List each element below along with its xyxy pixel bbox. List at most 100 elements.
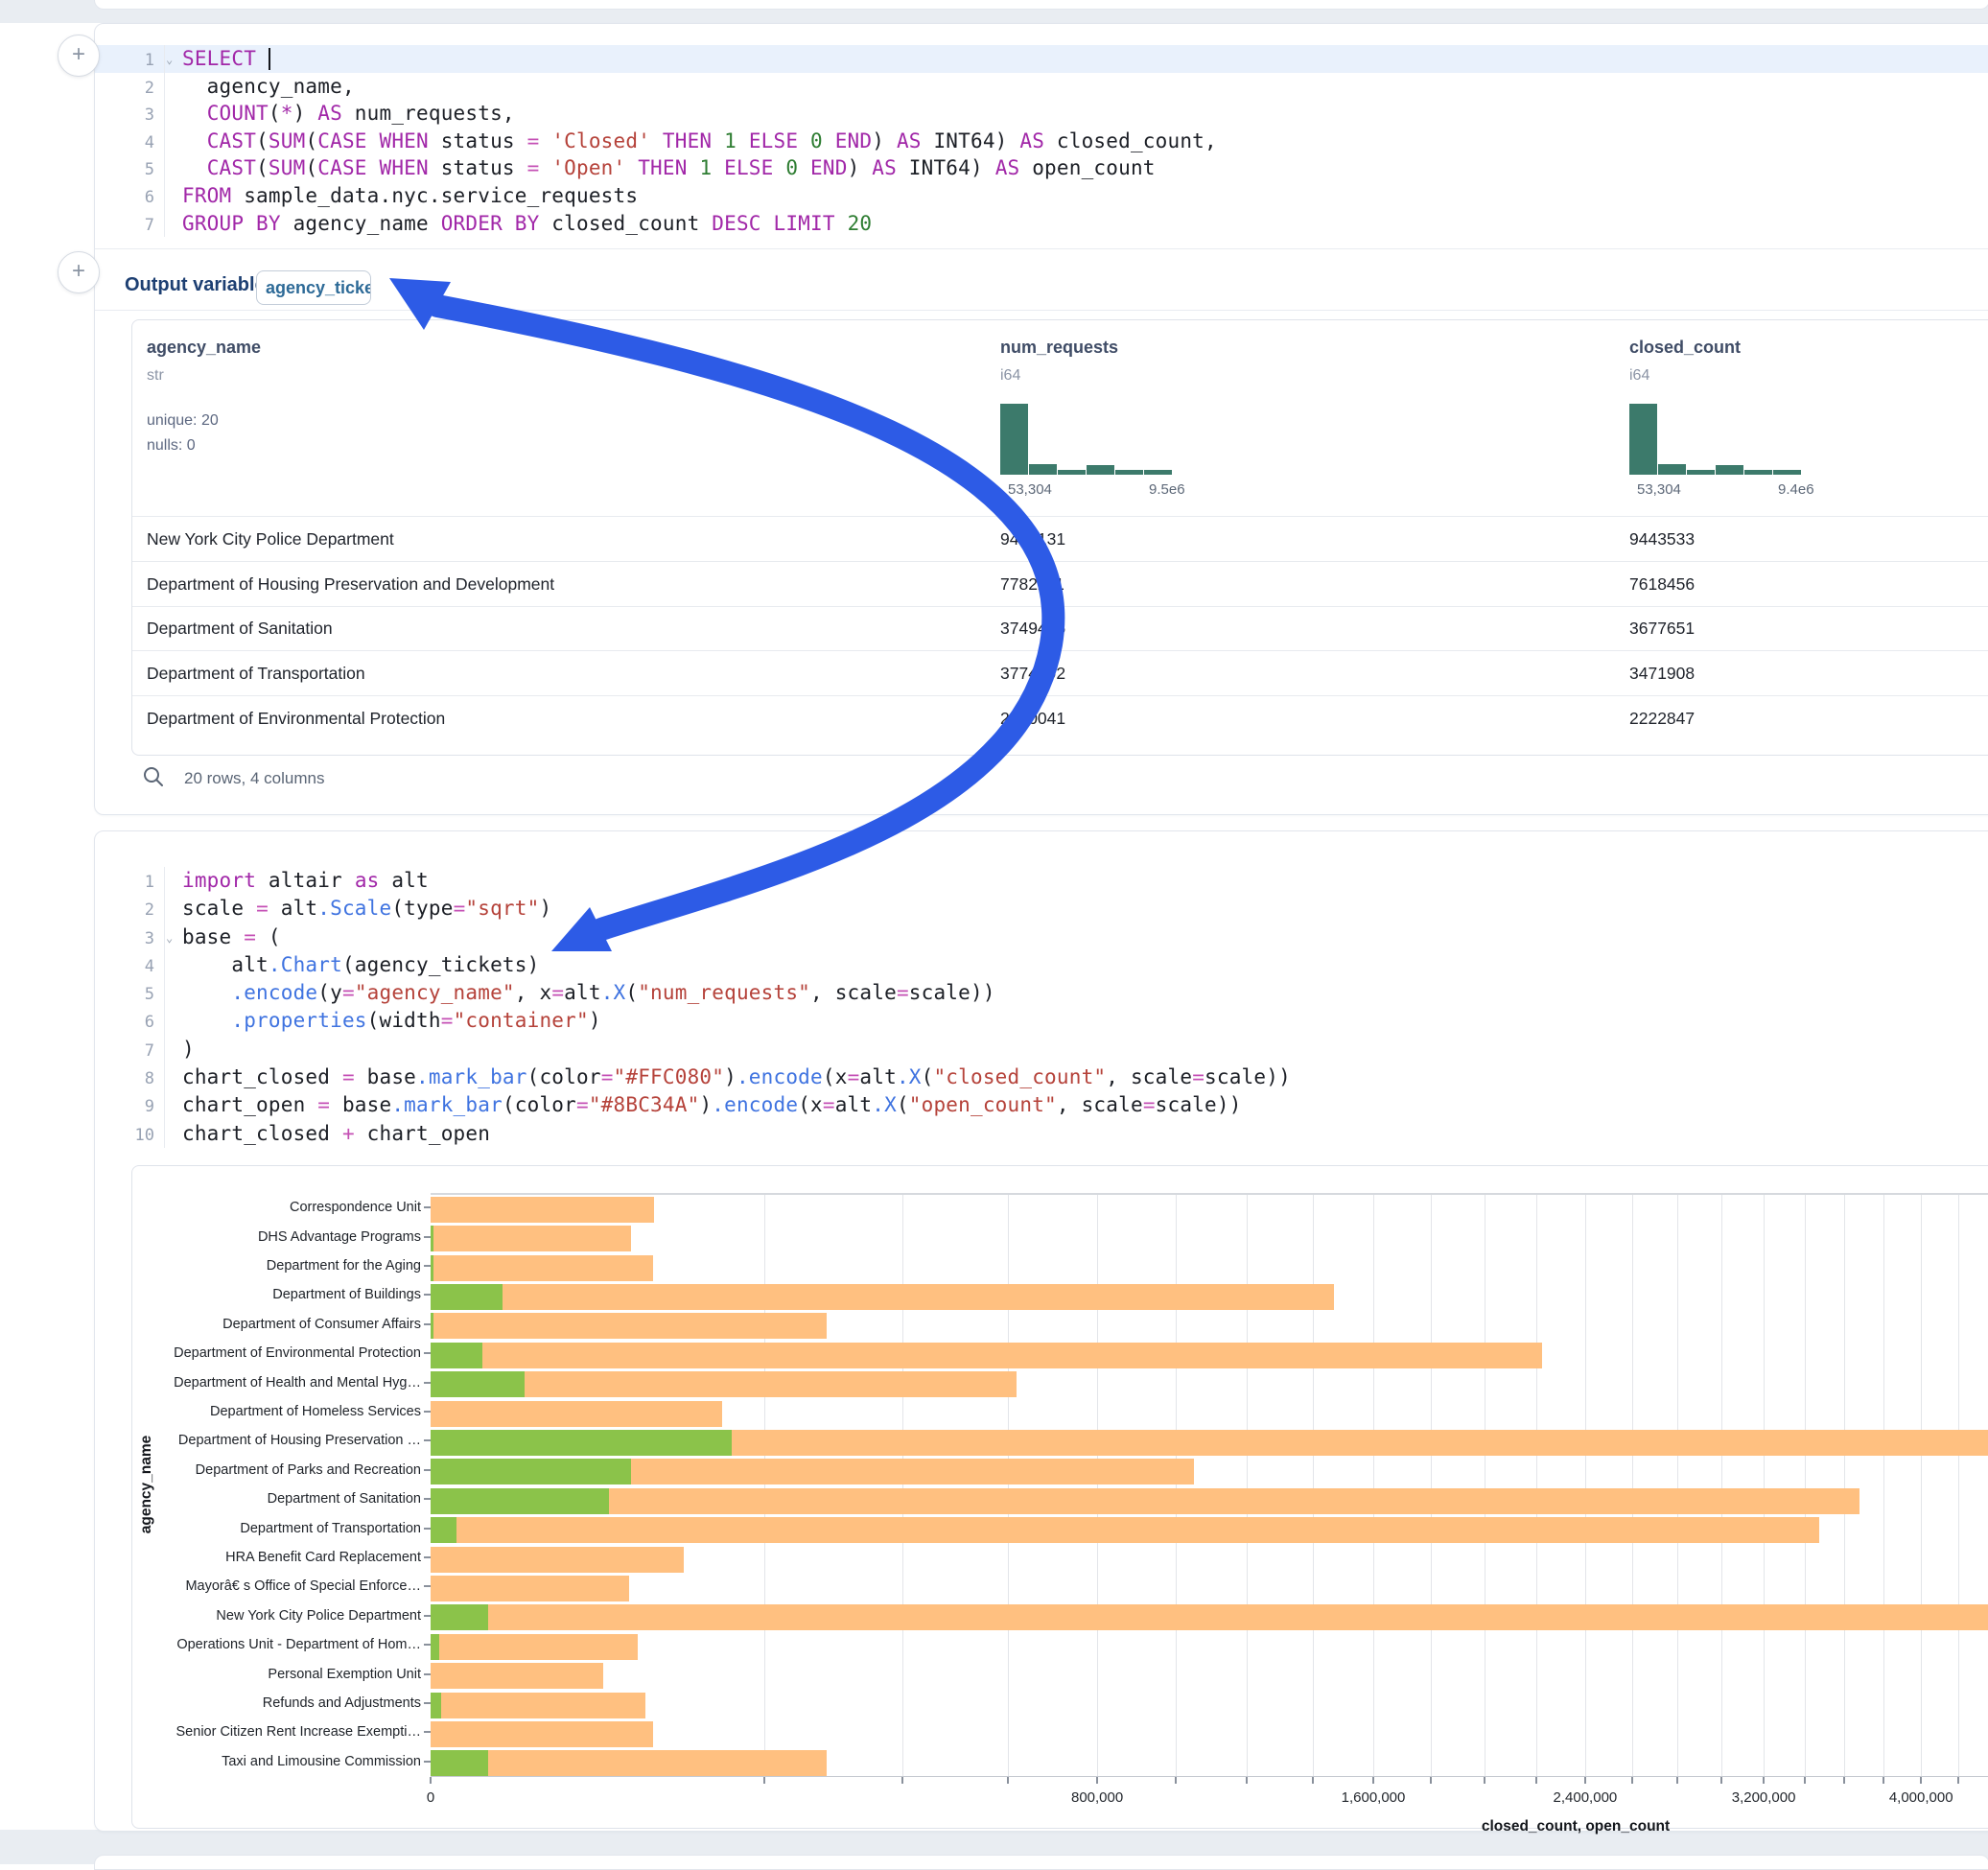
bar-closed_count <box>431 1575 630 1601</box>
code-line[interactable]: 2 agency_name, <box>95 72 1988 101</box>
token-plain: ( <box>896 1093 909 1117</box>
token-plain: alt <box>834 1093 873 1117</box>
python-editor[interactable]: 1 import altair as alt 2 scale = alt.Scale(… <box>95 867 1988 1148</box>
code-line[interactable]: 1 import altair as alt <box>95 867 1988 896</box>
code-line[interactable]: 5 .encode(y="agency_name", x=alt.X("num_… <box>95 979 1988 1008</box>
add-cell-button-top[interactable]: + <box>58 35 100 77</box>
y-axis-label: Department of Parks and Recreation <box>195 1461 421 1478</box>
line-number: 5 <box>144 985 154 1005</box>
code-line[interactable]: 6 .properties(width="container") <box>95 1007 1988 1036</box>
line-number: 9 <box>144 1097 154 1117</box>
token-plain: ) <box>292 102 318 126</box>
token-kw: CAST <box>206 156 257 180</box>
line-number: 5 <box>144 160 154 180</box>
code-line[interactable]: 9 chart_open = base.mark_bar(color="#8BC3… <box>95 1091 1988 1120</box>
token-plain: (type <box>391 897 454 921</box>
code-line[interactable]: 6 FROM sample_data.nyc.service_requests <box>95 181 1988 210</box>
token-op: = <box>341 981 355 1005</box>
x-tick <box>1534 1777 1537 1784</box>
column-dtype: str <box>147 367 164 384</box>
code-line[interactable]: 4 alt.Chart(agency_tickets) <box>95 950 1988 980</box>
token-plain <box>650 129 663 152</box>
token-kw: COUNT <box>206 102 269 126</box>
y-axis-title: agency_name <box>138 1435 154 1534</box>
token-num: 1 <box>699 156 713 180</box>
table-cell: New York City Police Department <box>147 528 394 549</box>
table-row-count: 20 rows, 4 columns <box>184 769 325 787</box>
table-row[interactable]: New York City Police Department 9453131 94… <box>132 516 1988 562</box>
token-num: 0 <box>810 129 823 152</box>
token-plain <box>539 156 551 179</box>
code-line[interactable]: 1 ⌄ SELECT <box>95 45 1988 73</box>
table-cell: 3677651 <box>1629 619 1696 639</box>
bar-closed_count <box>431 1487 1860 1514</box>
table-row[interactable]: Department of Housing Preservation and D… <box>132 560 1988 607</box>
y-axis-label: Department of Buildings <box>272 1287 421 1303</box>
output-variable-label: Output variable: <box>125 274 272 295</box>
token-kw: import <box>182 869 257 892</box>
code-line[interactable]: 3 COUNT(*) AS num_requests, <box>95 100 1988 128</box>
code-line[interactable]: 5 CAST(SUM(CASE WHEN status = 'Open' THE… <box>95 154 1988 182</box>
token-plain: alt <box>564 981 601 1005</box>
x-tick <box>1882 1777 1884 1784</box>
token-op: = <box>896 981 909 1005</box>
output-variable-input[interactable]: agency_tickets <box>256 270 371 305</box>
histogram-bar <box>1087 465 1114 475</box>
token-plain: (color <box>526 1065 601 1089</box>
code-line[interactable]: 2 scale = alt.Scale(type="sqrt") <box>95 895 1988 923</box>
token-plain <box>835 212 848 235</box>
histogram-bar <box>1000 404 1028 475</box>
code-line[interactable]: 10 chart_closed + chart_open <box>95 1119 1988 1148</box>
sql-editor[interactable]: 1 ⌄ SELECT 2 agency_name, 3 COUNT(*) AS num… <box>95 45 1988 238</box>
column-header[interactable]: agency_name <box>147 338 262 357</box>
code-line[interactable]: 8 chart_closed = base.mark_bar(color="#FF… <box>95 1064 1988 1092</box>
token-plain: ( <box>256 156 269 180</box>
code-line[interactable]: 3 ⌄ base = ( <box>95 923 1988 951</box>
token-plain: ) <box>699 1093 713 1117</box>
token-op: = <box>1142 1093 1156 1117</box>
token-plain <box>182 129 207 152</box>
x-tick <box>1631 1777 1633 1784</box>
token-plain: (width <box>366 1009 441 1033</box>
histogram-bar <box>1744 470 1772 475</box>
bar-open_count <box>431 1429 732 1456</box>
token-op: = <box>576 1093 589 1117</box>
token-plain: ( <box>305 156 318 180</box>
column-header[interactable]: closed_count <box>1629 338 1742 357</box>
table-row[interactable]: Department of Environmental Protection 22… <box>132 695 1988 741</box>
token-kw: FROM <box>182 183 232 207</box>
token-plain: scale)) <box>1155 1093 1242 1117</box>
add-cell-button-middle[interactable]: + <box>58 251 100 293</box>
bar-open_count <box>431 1633 439 1660</box>
code-line[interactable]: 7 GROUP BY agency_name ORDER BY closed_co… <box>95 209 1988 238</box>
column-header[interactable]: num_requests <box>1000 338 1119 357</box>
token-plain: ( <box>625 981 639 1005</box>
token-fn: .properties <box>231 1009 367 1033</box>
code-line[interactable]: 4 CAST(SUM(CASE WHEN status = 'Closed' T… <box>95 127 1988 155</box>
bar-closed_count <box>431 1371 1017 1398</box>
bar-open_count <box>431 1692 441 1718</box>
token-kw: WHEN <box>379 129 429 152</box>
code-line[interactable]: 7) <box>95 1035 1988 1064</box>
x-tick <box>1246 1777 1249 1784</box>
code-text: .encode(y="agency_name", x=alt.X("num_re… <box>164 979 995 1008</box>
token-num: 1 <box>724 129 737 152</box>
altair-chart: Correspondence Unit DHS Advantage Program… <box>131 1165 1988 1835</box>
token-plain: base <box>182 924 245 948</box>
token-op: = <box>551 981 565 1005</box>
x-axis-label: 0 <box>426 1789 435 1806</box>
search-icon[interactable] <box>142 765 165 788</box>
line-number: 4 <box>144 956 154 976</box>
token-plain: closed_count <box>539 211 713 235</box>
token-plain: scale)) <box>1204 1065 1291 1089</box>
token-plain: (agency_tickets) <box>341 952 540 976</box>
x-tick <box>1429 1777 1432 1784</box>
gridline <box>1584 1195 1586 1778</box>
token-plain: , scale <box>810 981 897 1005</box>
x-tick <box>430 1777 432 1784</box>
code-text: COUNT(*) AS num_requests, <box>164 100 515 128</box>
result-table: agency_name str unique: 20 nulls: 0 num_requ… <box>131 319 1988 756</box>
table-row[interactable]: Department of Transportation 3774892 34719… <box>132 650 1988 696</box>
token-plain: ) <box>182 1037 195 1061</box>
table-row[interactable]: Department of Sanitation 3749485 3677651 <box>132 605 1988 652</box>
